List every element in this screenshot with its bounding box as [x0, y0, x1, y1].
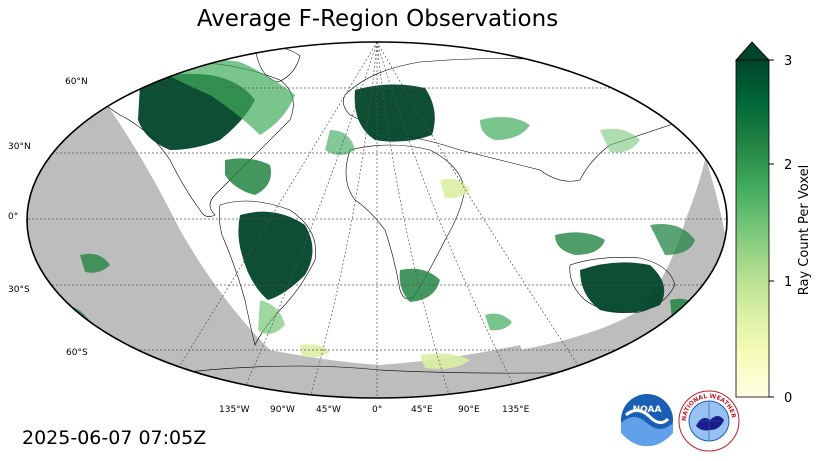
meridian-90e [376, 42, 521, 398]
lat-label-30n: 30°N [8, 142, 31, 152]
obs-southern-africa [399, 268, 440, 302]
obs-asia-patch-2 [600, 128, 640, 153]
obs-indian-ocean [485, 313, 512, 331]
colorbar-extend-arrow [735, 41, 770, 61]
colorbar-tick-3: 3 [784, 54, 792, 69]
lat-label-0: 0° [8, 212, 18, 222]
meridian-45e [376, 42, 451, 398]
nws-logo: NATIONAL WEATHER SERVICE [678, 390, 740, 452]
night-shade-west [27, 42, 380, 398]
obs-australia-dense [580, 262, 665, 314]
meridian-90w [239, 42, 378, 398]
globe-outline [26, 41, 728, 399]
obs-scatter-light-1 [440, 178, 470, 199]
lon-label-135e: 135°E [502, 405, 530, 415]
obs-south-america-dense [238, 211, 313, 300]
map-title: Average F-Region Observations [196, 6, 559, 32]
colorbar: 0 1 2 3 Ray Count Per Voxel [735, 41, 812, 406]
obs-scatter-light-2 [420, 353, 470, 369]
noaa-logo-text: NOAA [633, 405, 662, 415]
lat-label-60n: 60°N [65, 77, 88, 87]
lon-label-135w: 135°W [219, 405, 250, 415]
night-shade-south [150, 330, 540, 398]
australia-outline [569, 257, 676, 313]
colorbar-tick-0: 0 [784, 391, 792, 406]
meridian-135w [159, 42, 378, 398]
obs-scatter-light-3 [300, 344, 330, 358]
obs-central-america [225, 158, 271, 195]
colorbar-label: Ray Count Per Voxel [797, 165, 812, 295]
obs-asia-patch-1 [480, 116, 530, 140]
colorbar-tick-2: 2 [784, 158, 792, 173]
obs-pacific-east [650, 224, 695, 255]
obs-europe-dense [354, 84, 435, 142]
lon-label-90e: 90°E [458, 405, 480, 415]
obs-indonesia [555, 232, 605, 255]
obs-south-america-edge [258, 300, 285, 334]
lat-label-60s: 60°S [66, 348, 88, 358]
ray-count-fills [60, 59, 700, 369]
lon-label-90w: 90°W [270, 405, 295, 415]
colorbar-bar [735, 59, 770, 398]
night-shade-east [380, 140, 727, 398]
colorbar-tick-1: 1 [784, 275, 792, 290]
obs-new-zealand [670, 298, 700, 322]
noaa-logo: NOAA [621, 394, 673, 447]
map-area [27, 42, 727, 398]
antarctica-outline [159, 365, 601, 376]
lon-label-0: 0° [372, 405, 382, 415]
obs-europe-edge [325, 130, 355, 155]
lat-label-30s: 30°S [8, 285, 30, 295]
lon-label-45w: 45°W [316, 405, 341, 415]
obs-west-pacific [80, 253, 110, 273]
timestamp: 2025-06-07 07:05Z [22, 427, 207, 449]
lon-label-45e: 45°E [411, 405, 433, 415]
obs-north-america-edge [150, 59, 295, 135]
meridian-45w [309, 42, 378, 398]
